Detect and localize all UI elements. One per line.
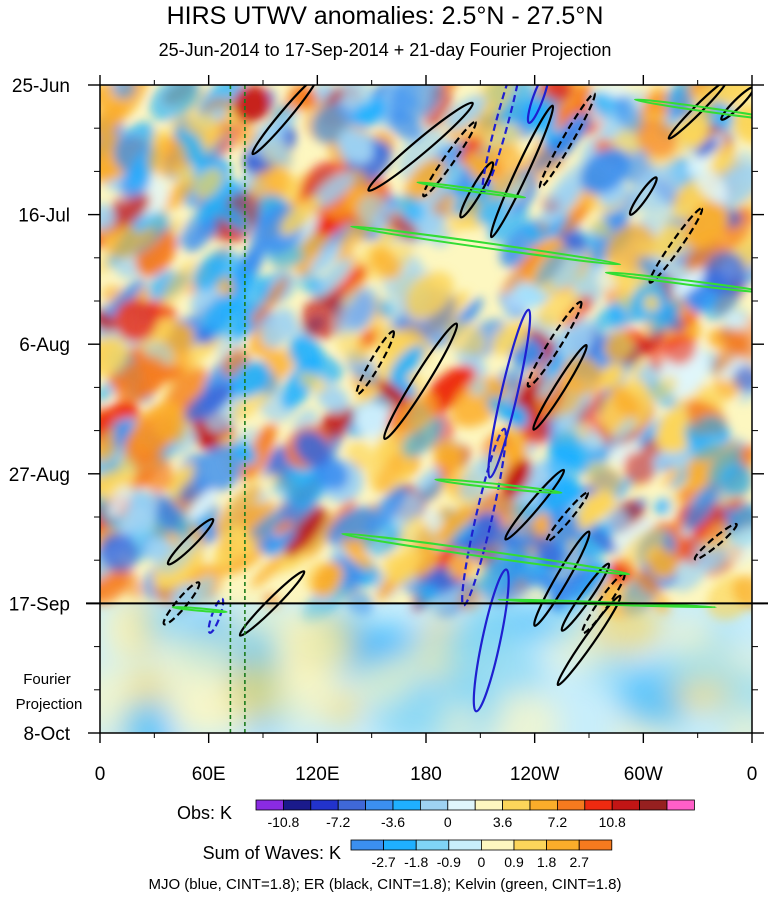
kelvin-contour [171,605,228,614]
waves-colorbar-box [350,839,384,851]
obs-colorbar-box [255,799,284,811]
er-contour [251,85,319,156]
waves-colorbar-box [513,839,547,851]
obs-colorbar-box [419,799,449,811]
waves-colorbar-box [546,839,580,851]
waves-colorbar-tick-label: -1.8 [404,854,428,870]
obs-colorbar-box [337,799,367,811]
waves-colorbar-tick-label: 1.8 [537,854,557,870]
obs-colorbar-box [392,799,421,811]
waves-colorbar-box [383,839,417,851]
er-contour [556,594,622,687]
er-contour [166,517,215,566]
obs-colorbar-tick-label: 3.6 [493,814,513,830]
reference-longitude-lines [229,85,246,733]
projection-label-line1: Fourier [23,671,71,688]
er-contour [532,343,588,431]
kelvin-contour [604,271,752,294]
er-contour [355,330,396,396]
er-contour [648,207,704,284]
x-tick-label: 180 [410,764,442,785]
waves-colorbar-box [415,839,450,851]
obs-colorbar-tick-label: 0 [444,814,452,830]
y-tick-label: 8-Oct [24,724,71,745]
er-contour [367,101,474,192]
waves-colorbar-tick-label: 2.7 [569,854,589,870]
kelvin-contour [341,532,631,576]
waves-colorbar-box [578,839,613,851]
er-contour [533,530,591,627]
mjo-contour [472,568,510,713]
waves-colorbar-box [448,839,482,851]
obs-colorbar-box [639,799,668,811]
y-tick-label: 17-Sep [9,594,70,615]
x-tick-label: 120W [510,764,560,785]
er-contour [560,562,611,632]
chart-title: HIRS UTWV anomalies: 2.5°N - 27.5°N [166,2,604,30]
obs-colorbar-box [282,799,312,811]
er-contour [628,176,658,216]
obs-colorbar-box [557,799,586,811]
y-tick-label: 6-Aug [19,335,70,356]
er-contour [526,300,583,388]
waves-colorbar-tick-label: 0.9 [504,854,524,870]
mjo-contour [207,597,225,634]
obs-colorbar-box [365,799,394,811]
er-contour [504,468,566,541]
obs-colorbar-box [529,799,558,811]
projection-anomaly-blobs [100,592,752,733]
obs-colorbar-tick-label: -3.6 [381,814,405,830]
kelvin-contour [497,598,717,609]
x-tick-label: 60W [624,764,663,785]
waves-colorbar-tick-label: -0.9 [437,854,461,870]
obs-colorbar-box [310,799,339,811]
y-tick-label: 16-Jul [18,206,70,227]
er-contour [720,86,752,121]
x-tick-label: 60E [192,764,226,785]
y-tick-label: 25-Jun [12,76,70,97]
kelvin-contour [434,478,563,495]
colorbars: Obs: K -10.8 -7.2 -3.6 0 3.6 7.2 10.8 Sum of Wav… [177,799,695,870]
er-contour [545,491,589,543]
anomaly-field [100,85,752,733]
obs-colorbar-box [502,799,531,811]
obs-anomaly-blobs [100,85,752,626]
obs-colorbar-box [584,799,613,811]
waves-colorbar-tick-label: 0 [478,854,486,870]
er-contour [489,104,555,239]
kelvin-contour [416,181,527,199]
axes: 0 60E 120E 180 120W 60W 0 25-Jun 16-Jul 6-Aug 27-A… [9,75,768,785]
er-contour [538,92,596,189]
obs-colorbar-box [666,799,695,811]
obs-colorbar-box [447,799,476,811]
projection-label-line2: Projection [16,696,83,713]
x-tick-label: 0 [747,764,758,785]
er-contour [238,570,306,637]
obs-colorbar-box [611,799,641,811]
mjo-contour [526,85,550,125]
kelvin-contour [633,98,752,121]
y-tick-label: 27-Aug [9,465,70,486]
obs-colorbar-tick-label: 10.8 [599,814,626,830]
contour-legend-note: MJO (blue, CINT=1.8); ER (black, CINT=1.… [148,876,622,893]
mjo-contour [461,427,507,607]
mjo-contour [487,308,532,479]
x-tick-label: 120E [295,764,339,785]
waves-colorbar-tick-label: -2.7 [372,854,396,870]
obs-colorbar-label: Obs: K [177,803,232,823]
waves-colorbar-box [480,839,515,851]
obs-colorbar-box [474,799,504,811]
x-tick-label: 0 [95,764,106,785]
obs-colorbar-tick-label: -7.2 [326,814,350,830]
er-contour [693,522,738,561]
obs-colorbar-tick-label: -10.8 [267,814,299,830]
waves-colorbar-label: Sum of Waves: K [203,843,341,863]
obs-colorbar-tick-label: 7.2 [548,814,568,830]
mjo-contour [481,85,523,194]
chart-subtitle: 25-Jun-2014 to 17-Sep-2014 + 21-day Four… [158,40,612,60]
er-contour [383,322,459,441]
kelvin-contour [350,225,622,266]
